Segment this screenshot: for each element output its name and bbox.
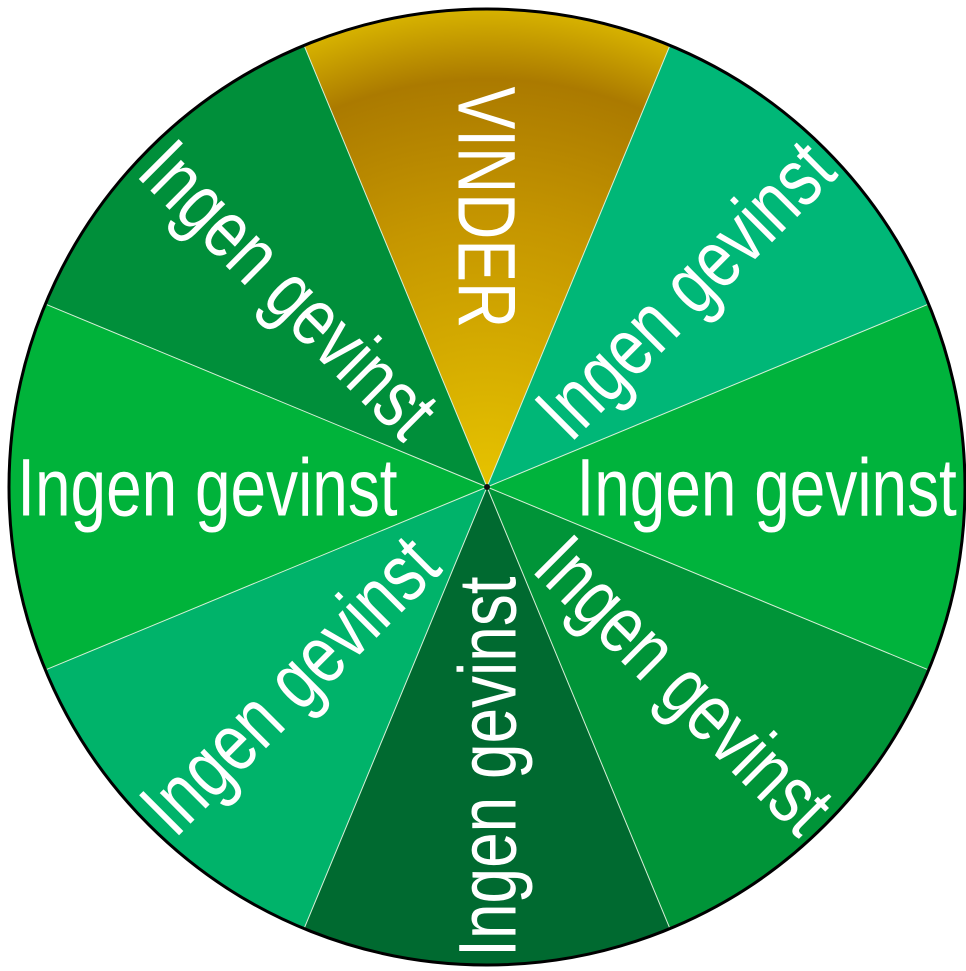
wheel-segment[interactable] (45, 487, 487, 929)
wheel-rim (7, 7, 966, 967)
no-prize-label: Ingen gevinst (576, 441, 956, 534)
no-prize-label: Ingen gevinst (17, 441, 397, 534)
winner-label: VINDER (441, 87, 534, 329)
wheel-segment[interactable] (487, 487, 929, 929)
segment-divider (303, 45, 488, 488)
wheel-segment[interactable] (304, 9, 670, 488)
segment-divider (486, 486, 929, 671)
no-prize-label: Ingen gevinst (441, 576, 534, 956)
wheel-segment[interactable] (487, 45, 929, 487)
segment-divider (486, 486, 671, 929)
wheel-segment[interactable] (9, 304, 487, 670)
wheel-segment[interactable] (487, 304, 965, 670)
wheel-segment[interactable] (45, 45, 487, 487)
segment-divider (486, 45, 671, 488)
segment-divider (303, 486, 488, 929)
segment-divider (45, 486, 488, 671)
wheel-hub (484, 484, 490, 490)
wheel-segment[interactable] (304, 487, 670, 965)
segment-divider (45, 303, 488, 488)
segment-divider (486, 303, 929, 488)
